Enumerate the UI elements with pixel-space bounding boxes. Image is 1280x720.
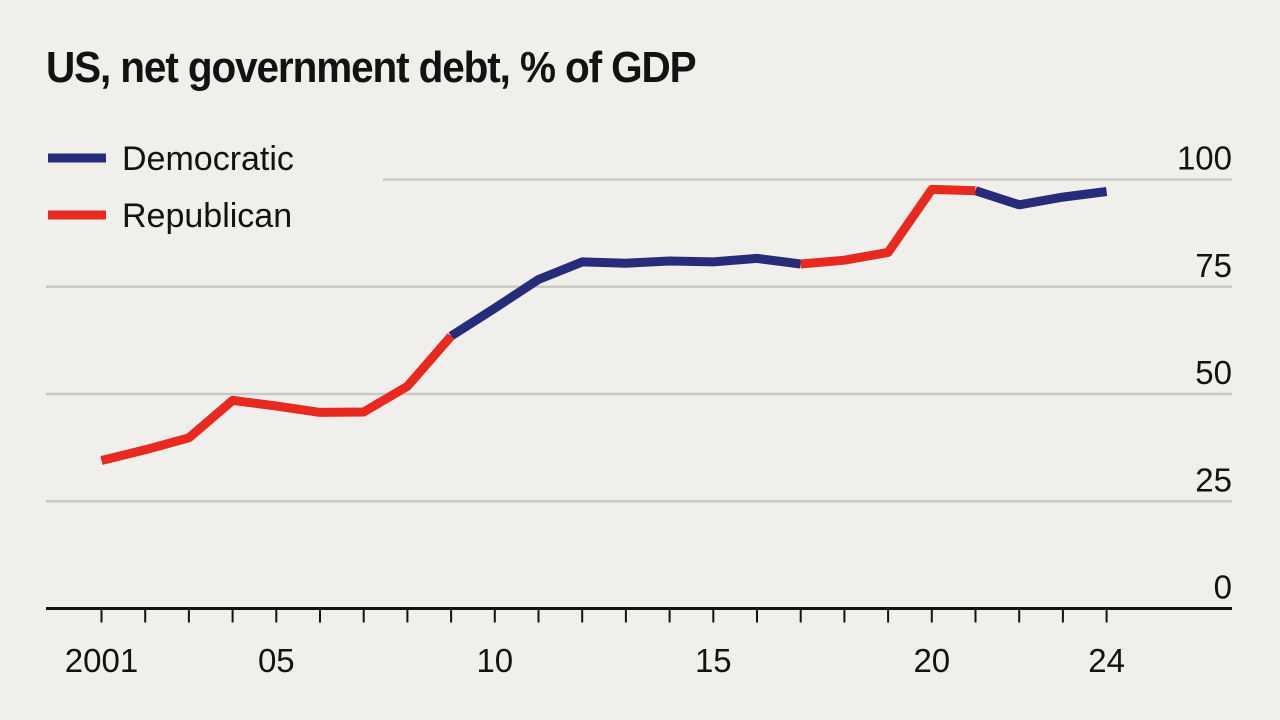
y-tick-label-0: 0 <box>1214 569 1232 606</box>
x-axis <box>46 607 1232 623</box>
y-tick-label-25: 25 <box>1195 461 1232 498</box>
x-tick-label-20: 20 <box>913 642 950 679</box>
x-tick-label-24: 24 <box>1088 642 1125 679</box>
gridlines <box>46 178 1232 503</box>
series-line-republican-2017-2021 <box>800 184 976 269</box>
y-tick-label-75: 75 <box>1195 247 1232 284</box>
legend: Democratic Republican <box>48 140 294 235</box>
x-tick-label-10: 10 <box>476 642 513 679</box>
series-line-democratic-2009-2017 <box>448 253 802 340</box>
x-tick-label-05: 05 <box>258 642 295 679</box>
legend-label-democratic: Democratic <box>122 140 294 178</box>
y-tick-label-100: 100 <box>1177 140 1232 177</box>
y-tick-label-50: 50 <box>1195 354 1232 391</box>
x-tick-label-2001: 2001 <box>65 642 138 679</box>
x-tick-label-15: 15 <box>695 642 732 679</box>
series-line-republican-2001-2009 <box>100 333 455 465</box>
legend-label-republican: Republican <box>122 197 292 235</box>
x-axis-tick-labels: 2001 05 10 15 20 24 <box>65 642 1125 679</box>
series-line-democratic-2021-2024 <box>974 186 1108 210</box>
y-axis-tick-labels: 0 25 50 75 100 <box>1177 140 1232 606</box>
chart-title: US, net government debt, % of GDP <box>46 43 697 92</box>
series-lines <box>100 184 1108 465</box>
